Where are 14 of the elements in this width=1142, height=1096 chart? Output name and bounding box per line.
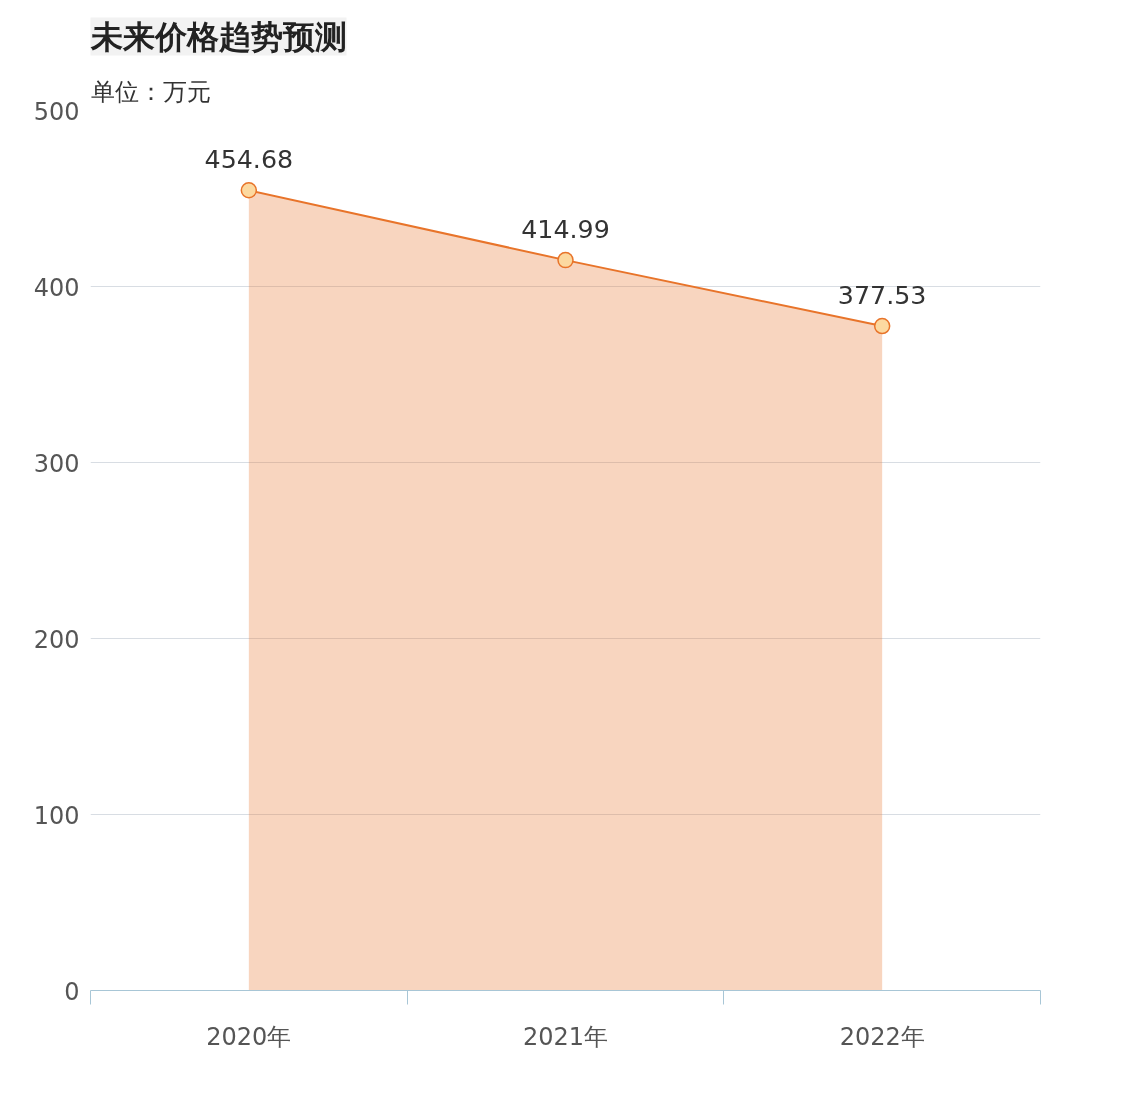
x-tick-label: 2022年	[839, 1022, 925, 1051]
y-tick-label: 0	[64, 977, 80, 1006]
data-label: 454.68	[204, 144, 294, 175]
y-axis-title: 单位：万元	[90, 77, 211, 106]
y-tick-label: 100	[33, 801, 80, 830]
y-tick-label: 500	[33, 97, 80, 126]
data-label: 414.99	[521, 214, 610, 245]
y-tick-label: 200	[33, 625, 80, 654]
y-tick-label: 400	[33, 273, 80, 302]
data-label: 377.53	[837, 280, 927, 311]
y-tick-label: 300	[33, 449, 80, 478]
x-tick-label: 2020年	[206, 1022, 292, 1051]
x-tick-label: 2021年	[522, 1022, 609, 1051]
chart-title: 未来价格趋势预测	[89, 17, 347, 56]
